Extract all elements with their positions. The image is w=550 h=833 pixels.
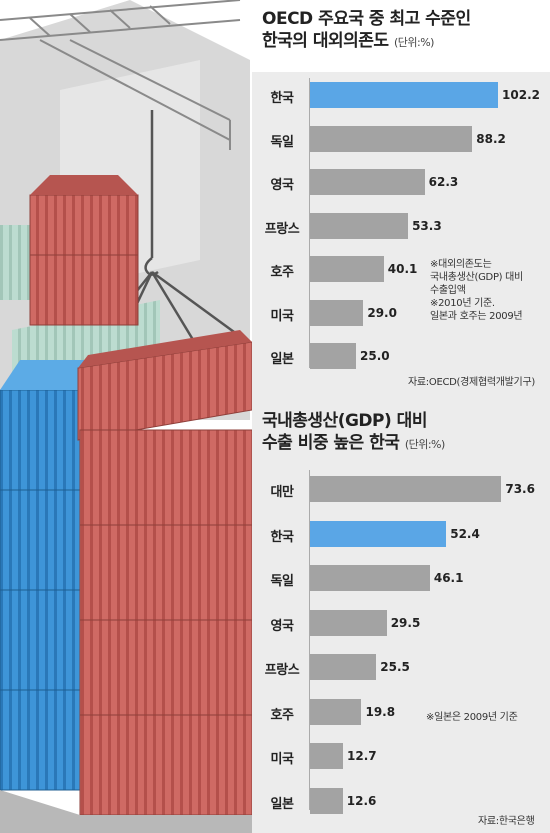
bar	[310, 256, 384, 282]
bottom-chart-title-line2: 수출 비중 높은 한국	[262, 433, 400, 453]
category-label: 호주	[270, 707, 294, 723]
bar	[310, 212, 409, 239]
top-chart-source: 자료:OECD(경제협력개발기구)	[408, 377, 535, 388]
top-chart-title-line2: 한국의 대외의존도	[262, 31, 389, 51]
blue-container	[0, 389, 83, 491]
red-container	[79, 714, 253, 816]
category-label: 호주	[270, 265, 294, 280]
category-label: 일본	[270, 796, 294, 812]
bar	[310, 343, 356, 369]
bar	[310, 698, 362, 725]
top-chart-note: ※대외의존도는 국내총생산(GDP) 대비 수출입액 ※2010년 기준. 일본…	[430, 258, 523, 323]
value-label: 25.0	[360, 349, 390, 363]
top-chart-title: OECD 주요국 중 최고 수준인 한국의 대외의존도 (단위:%)	[262, 8, 471, 54]
value-label: 25.5	[380, 660, 410, 674]
bottom-chart-title-line1: 국내총생산(GDP) 대비	[262, 411, 427, 431]
category-label: 미국	[270, 752, 294, 767]
bar	[310, 125, 473, 152]
blue-container	[0, 689, 83, 791]
value-label: 73.6	[505, 482, 535, 496]
note-line: 일본과 호주는 2009년	[430, 311, 523, 322]
value-label: 40.1	[387, 262, 418, 276]
value-label: 12.6	[346, 793, 377, 808]
bar	[310, 169, 425, 195]
note-line: 수출입액	[430, 285, 466, 296]
red-container	[29, 254, 139, 326]
bar	[310, 299, 364, 326]
category-label: 한국	[270, 91, 294, 106]
value-label: 29.0	[367, 305, 397, 320]
category-label: 프랑스	[264, 221, 300, 237]
category-label: 한국	[270, 529, 294, 545]
bar	[310, 476, 502, 502]
note-line: 국내총생산(GDP) 대비	[430, 272, 523, 283]
bottom-chart-note: ※일본은 2009년 기준	[426, 712, 518, 723]
bottom-chart-unit: (단위:%)	[404, 438, 445, 451]
category-label: 독일	[270, 134, 294, 150]
bar	[310, 743, 344, 769]
top-chart-unit: (단위:%)	[393, 36, 434, 49]
bottom-chart-source: 자료:한국은행	[478, 816, 535, 827]
category-label: 독일	[270, 574, 294, 589]
bottom-chart-title: 국내총생산(GDP) 대비 수출 비중 높은 한국 (단위:%)	[262, 410, 445, 456]
value-label: 88.2	[476, 131, 506, 146]
bar	[310, 565, 430, 591]
value-label: 29.5	[390, 615, 421, 630]
mint-container	[0, 225, 30, 300]
value-label: 62.3	[428, 175, 459, 189]
top-chart-axis	[309, 78, 310, 368]
red-container	[79, 619, 253, 716]
crane-lattice	[0, 0, 241, 150]
top-chart-title-line1: OECD 주요국 중 최고 수준인	[262, 9, 471, 29]
value-label: 52.4	[450, 526, 480, 541]
blue-container	[0, 489, 83, 591]
red-container	[79, 429, 253, 526]
bar	[310, 787, 343, 814]
category-label: 미국	[270, 308, 294, 324]
note-line: ※대외의존도는	[430, 259, 492, 270]
category-label: 영국	[270, 618, 294, 634]
value-label: 102.2	[502, 88, 541, 102]
value-label: 53.3	[412, 218, 442, 233]
value-label: 12.7	[347, 749, 377, 763]
chart-panel-background	[252, 72, 550, 833]
category-label: 프랑스	[264, 663, 300, 678]
note-line: ※2010년 기준.	[430, 298, 495, 309]
bar	[310, 654, 377, 680]
bar	[310, 520, 447, 547]
category-label: 일본	[270, 352, 294, 367]
red-container	[29, 194, 139, 256]
bar	[310, 609, 387, 636]
category-label: 영국	[270, 178, 294, 193]
bottom-chart-axis	[309, 470, 310, 810]
value-label: 19.8	[365, 704, 396, 719]
value-label: 46.1	[433, 571, 464, 585]
red-container	[79, 524, 253, 621]
blue-container	[0, 589, 83, 691]
category-label: 대만	[270, 485, 294, 500]
bar	[310, 82, 499, 108]
